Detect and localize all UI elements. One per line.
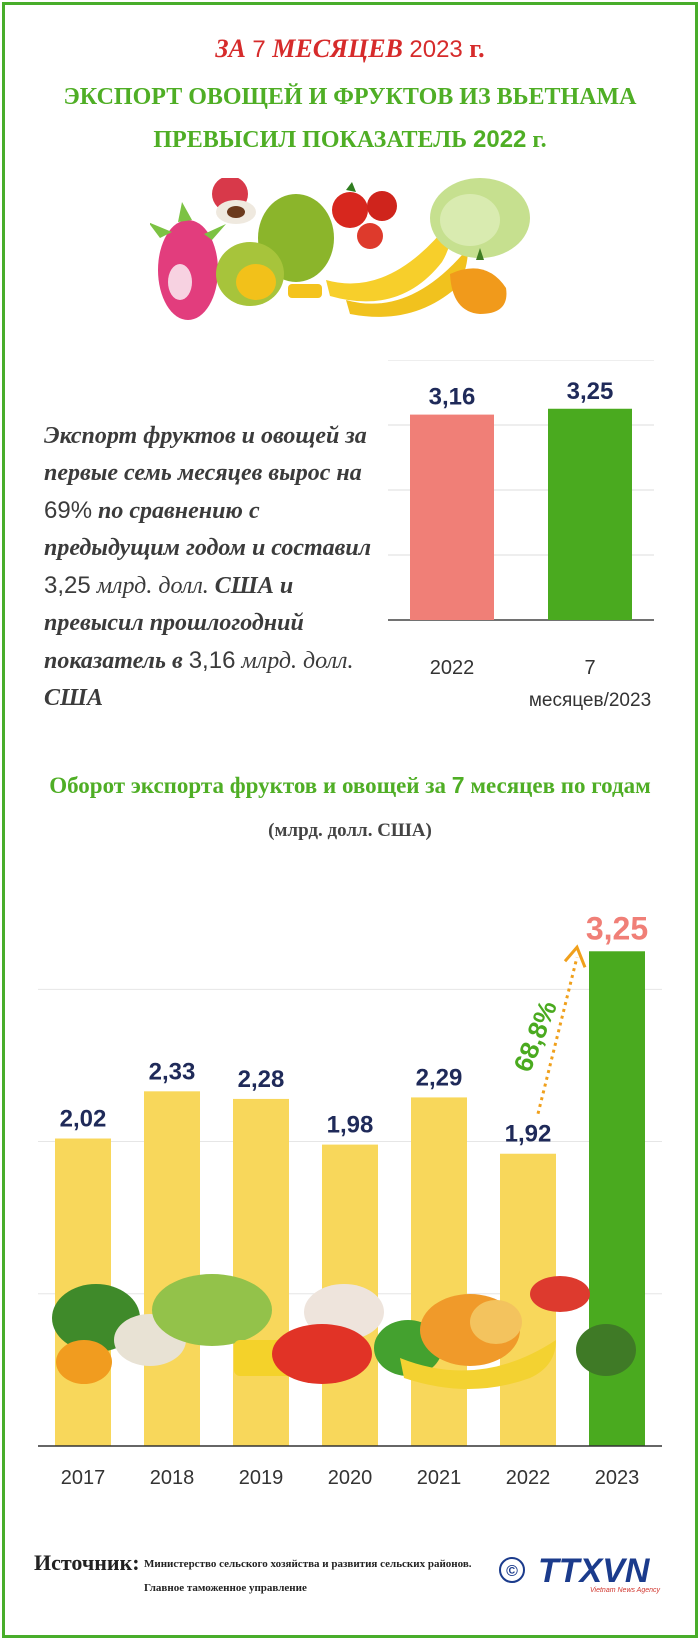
value-label: 3,25 — [567, 378, 614, 405]
tick-label: 2021 — [417, 1467, 462, 1489]
copyright-symbol: © — [506, 1563, 518, 1580]
bar-7 месяцев/2023 — [548, 408, 632, 620]
value-label: 2,02 — [60, 1106, 107, 1133]
bar-2019 — [233, 1098, 289, 1446]
bar-2018 — [144, 1091, 200, 1446]
fruit-illustration — [150, 178, 530, 320]
logo-text: TTXVN — [538, 1552, 651, 1590]
ttxvn-logo: © TTXVN Vietnam News Agency — [499, 1552, 661, 1594]
bar-2021 — [411, 1097, 467, 1446]
arrow-head — [563, 944, 587, 968]
source-line-2: Главное таможенное управление — [144, 1582, 307, 1594]
tick-label: 7 — [584, 657, 595, 679]
value-label: 1,98 — [327, 1112, 374, 1139]
tick-label: 2020 — [328, 1467, 373, 1489]
source-line-1: Министерство сельского хозяйства и разви… — [144, 1558, 472, 1570]
title-line-3: ПРЕВЫСИЛ ПОКАЗАТЕЛЬ 2022 г. — [153, 126, 547, 153]
tick-label: 2023 — [595, 1467, 640, 1489]
tick-label: месяцев/2023 — [529, 690, 651, 711]
comparison-bar-chart: 3,16 3,25 2022 7 месяцев/2023 — [388, 360, 654, 711]
source-label: Источник: — [34, 1550, 140, 1575]
value-label: 1,92 — [505, 1121, 552, 1148]
tick-label: 2018 — [150, 1467, 195, 1489]
tick-label: 2017 — [61, 1467, 106, 1489]
tick-label: 2022 — [506, 1467, 551, 1489]
bar-2022 — [410, 414, 494, 620]
tick-label: 2019 — [239, 1467, 284, 1489]
tick-label: 2022 — [430, 657, 475, 679]
chart-title: Оборот экспорта фруктов и овощей за 7 ме… — [49, 772, 651, 798]
growth-arrow — [536, 956, 579, 1115]
growth-annotation: 68,8% — [507, 996, 562, 1076]
value-label: 2,33 — [149, 1058, 196, 1085]
chart-unit: (млрд. долл. США) — [268, 820, 432, 841]
title-line-2: ЭКСПОРТ ОВОЩЕЙ И ФРУКТОВ ИЗ ВЬЕТНАМА — [63, 84, 637, 110]
logo-subtext: Vietnam News Agency — [590, 1587, 661, 1594]
value-label: 2,28 — [238, 1066, 285, 1093]
yearly-bar-chart: 2,02 2,33 2,28 1,98 2,29 1,92 3,25 2017 2018 201… — [38, 910, 662, 1489]
value-label: 3,25 — [586, 910, 648, 946]
value-label: 2,29 — [416, 1064, 463, 1091]
value-label: 3,16 — [429, 384, 476, 411]
title-line-1: ЗА 7 МЕСЯЦЕВ 2023 г. — [215, 34, 485, 63]
summary-paragraph: Экспорт фруктов и овощей за первые семь … — [44, 423, 372, 711]
